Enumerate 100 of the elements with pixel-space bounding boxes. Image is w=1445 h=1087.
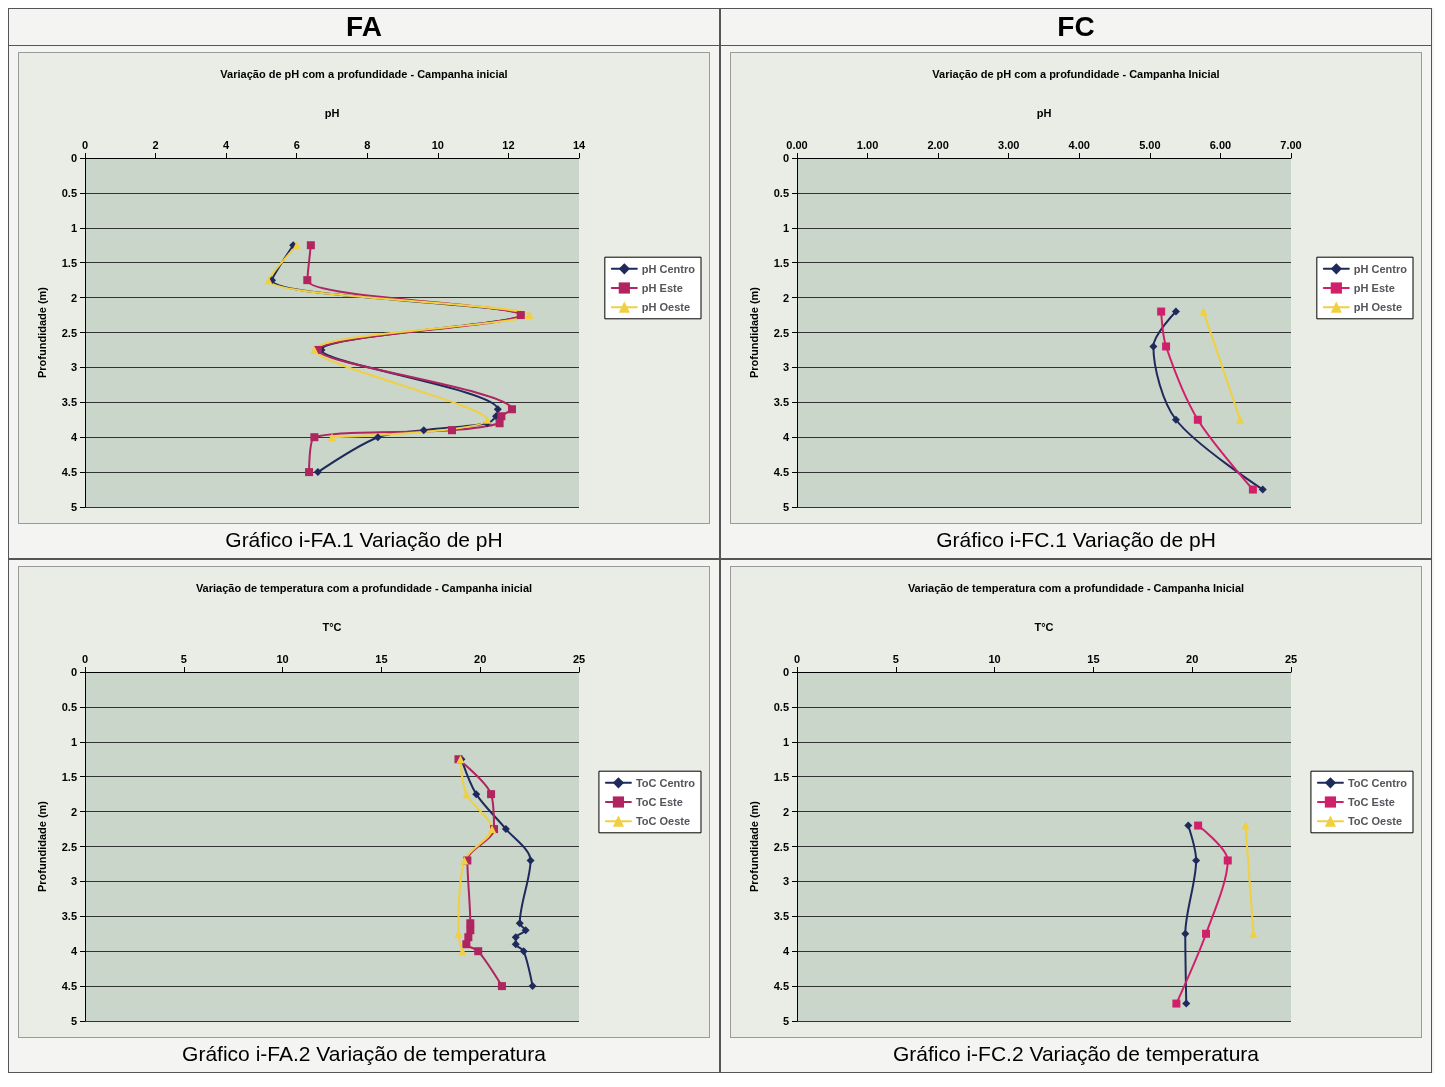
y-tick-label: 3 (782, 361, 789, 374)
y-tick-label: 2 (782, 805, 789, 818)
y-tick-label: 5 (70, 1015, 77, 1027)
y-axis-title: Profundidade (m) (747, 286, 760, 379)
y-tick-label: 2 (70, 291, 77, 304)
chart-title: Variação de temperatura com a profundidade - Campanha inicial (195, 581, 533, 594)
y-tick-label: 1 (782, 221, 789, 234)
text: Gráfico i-FA.2 Variação de temperatura (182, 1041, 546, 1067)
legend-label: ToC Oeste (635, 815, 691, 828)
x-tick-label: 1.00 (856, 138, 879, 151)
x-tick-label: 25 (1284, 652, 1298, 665)
y-axis-title: Profundidade (m) (35, 286, 48, 379)
x-tick-label: 20 (1186, 652, 1199, 665)
x-tick-label: 8 (364, 138, 371, 151)
y-tick-label: 3.5 (61, 910, 77, 923)
y-tick-label: 4.5 (61, 466, 77, 479)
y-tick-label: 1 (70, 735, 77, 748)
y-tick-label: 4 (70, 431, 78, 444)
y-tick-label: 4.5 (773, 466, 789, 479)
x-tick-label: 2 (152, 138, 159, 151)
y-tick-label: 0.5 (61, 700, 77, 713)
y-tick-label: 1 (782, 735, 789, 748)
chart-title: Variação de pH com a profundidade - Campanha Inicial (932, 67, 1220, 80)
y-tick-label: 1.5 (773, 256, 789, 269)
y-tick-label: 1.5 (773, 770, 789, 783)
y-tick-label: 4 (782, 945, 790, 958)
x-tick-label: 5 (892, 652, 899, 665)
x-tick-label: 14 (572, 138, 586, 151)
y-tick-label: 3.5 (773, 396, 789, 409)
legend-label: ToC Este (1347, 796, 1395, 808)
text: Gráfico i-FC.2 Variação de temperatura (892, 1041, 1260, 1067)
y-tick-label: 2 (70, 805, 77, 818)
y-tick-label: 4 (70, 945, 78, 958)
x-tick-label: 6 (293, 138, 300, 151)
x-tick-label: 4.00 (1068, 138, 1090, 151)
x-tick-label: 15 (375, 652, 388, 665)
y-tick-label: 1 (70, 221, 77, 234)
y-tick-label: 4 (782, 431, 790, 444)
x-tick-label: 10 (431, 138, 444, 151)
x-axis-title: T°C (1034, 620, 1054, 633)
text: FA (9, 9, 719, 46)
x-tick-label: 0 (793, 652, 801, 665)
legend-label: ToC Este (635, 796, 683, 808)
y-tick-label: 0.5 (773, 700, 789, 713)
y-tick-label: 3.5 (61, 396, 77, 409)
y-tick-label: 2.5 (773, 326, 789, 339)
text: Gráfico i-FA.1 Variação de pH (225, 527, 503, 553)
x-tick-label: 5.00 (1139, 138, 1161, 151)
x-tick-label: 3.00 (998, 138, 1020, 151)
y-tick-label: 4.5 (773, 980, 789, 993)
x-tick-label: 5 (180, 652, 187, 665)
legend-label: ToC Centro (1347, 776, 1408, 789)
x-tick-label: 6.00 (1209, 138, 1232, 151)
y-tick-label: 0 (782, 666, 789, 678)
x-axis-title: T°C (322, 620, 342, 633)
y-axis-title: Profundidade (m) (747, 800, 760, 893)
legend-label: ToC Centro (635, 776, 696, 789)
x-tick-label: 15 (1087, 652, 1100, 665)
x-axis-title: pH (324, 106, 340, 119)
legend-label: pH Centro (641, 262, 696, 275)
y-tick-label: 0 (70, 152, 77, 164)
x-tick-label: 25 (572, 652, 586, 665)
x-tick-label: 4 (223, 138, 231, 151)
legend-label: ToC Oeste (1347, 815, 1403, 828)
y-axis-title: Profundidade (m) (35, 800, 48, 893)
y-tick-label: 5 (70, 501, 77, 513)
legend-label: pH Oeste (641, 301, 691, 314)
x-tick-label: 0 (81, 138, 89, 151)
y-tick-label: 3 (782, 875, 789, 888)
y-tick-label: 0 (70, 666, 77, 678)
x-tick-label: 0.00 (786, 138, 808, 151)
x-tick-label: 7.00 (1280, 138, 1302, 151)
y-tick-label: 0.5 (61, 186, 77, 199)
y-tick-label: 3 (70, 875, 77, 888)
x-tick-label: 10 (276, 652, 289, 665)
chart-title: Variação de temperatura com a profundidade - Campanha Inicial (907, 581, 1245, 594)
y-tick-label: 1.5 (61, 256, 77, 269)
y-tick-label: 5 (782, 501, 789, 513)
x-tick-label: 0 (81, 652, 89, 665)
x-axis-title: pH (1036, 106, 1052, 119)
y-tick-label: 2.5 (61, 326, 77, 339)
chart-title: Variação de pH com a profundidade - Campanha inicial (220, 67, 508, 80)
legend-label: pH Este (1353, 282, 1395, 294)
legend-label: pH Este (641, 282, 683, 294)
x-tick-label: 20 (474, 652, 487, 665)
y-tick-label: 5 (782, 1015, 789, 1027)
text: FC (721, 9, 1431, 46)
y-tick-label: 4.5 (61, 980, 77, 993)
x-tick-label: 10 (988, 652, 1001, 665)
y-tick-label: 0 (782, 152, 789, 164)
y-tick-label: 3.5 (773, 910, 789, 923)
y-tick-label: 3 (70, 361, 77, 374)
y-tick-label: 1.5 (61, 770, 77, 783)
text: Gráfico i-FC.1 Variação de pH (936, 527, 1216, 553)
x-tick-label: 2.00 (927, 138, 949, 151)
y-tick-label: 2 (782, 291, 789, 304)
y-tick-label: 0.5 (773, 186, 789, 199)
legend-label: pH Centro (1353, 262, 1408, 275)
x-tick-label: 12 (502, 138, 515, 151)
y-tick-label: 2.5 (61, 840, 77, 853)
